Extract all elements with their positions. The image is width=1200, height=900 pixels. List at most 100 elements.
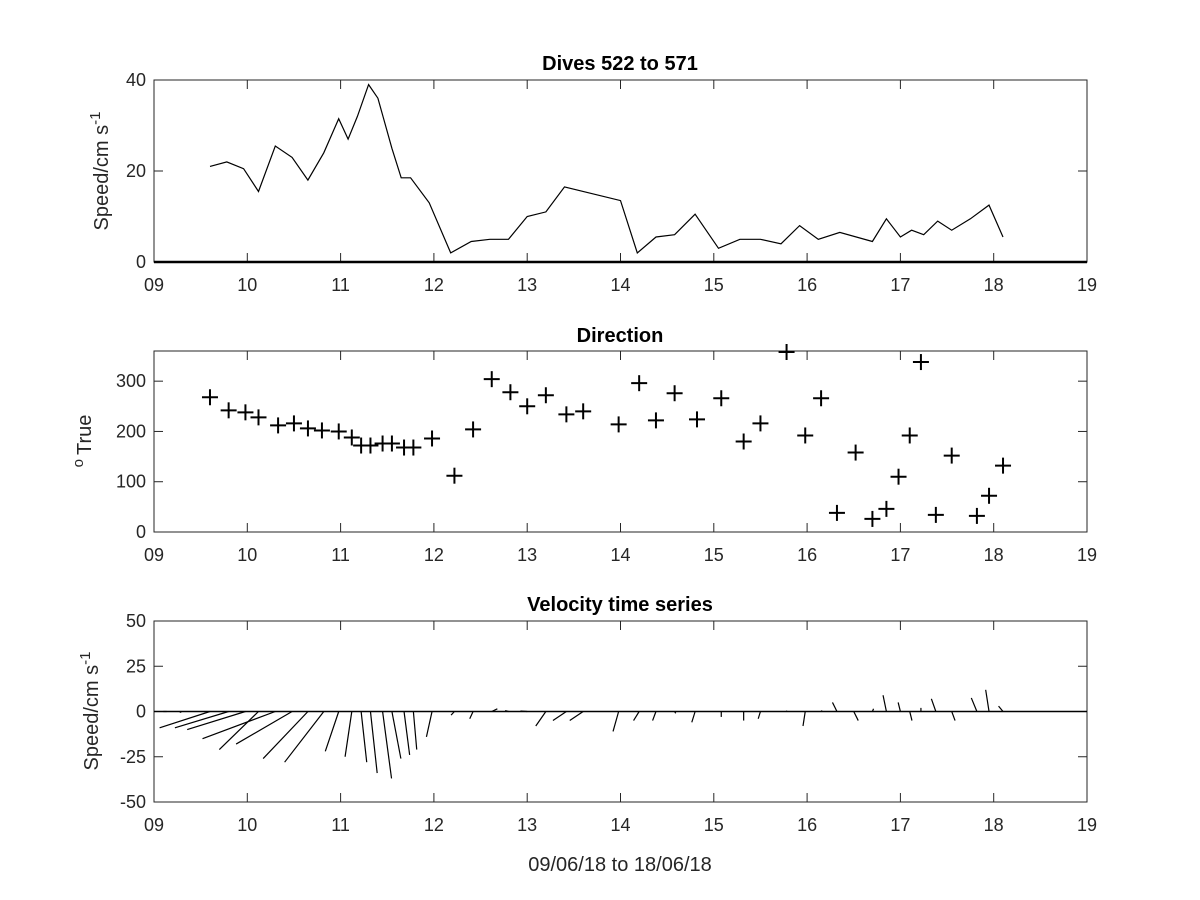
- velocity-stick: [412, 711, 418, 750]
- direction-point: [981, 487, 998, 504]
- speed-ytick-label: 40: [126, 70, 146, 90]
- direction-point: [362, 437, 379, 454]
- speed-axes-box: [153, 79, 1088, 263]
- velocity-xtick-label: 10: [237, 815, 257, 835]
- direction-axes-box: [153, 350, 1088, 533]
- velocity-stick: [757, 711, 762, 719]
- direction-point: [968, 507, 985, 524]
- direction-point: [813, 390, 830, 407]
- speed-xtick-label: 11: [331, 275, 350, 295]
- speed-panel-marks: [154, 83, 1087, 264]
- velocity-stick: [674, 711, 677, 714]
- velocity-ytick-label: 25: [126, 656, 146, 676]
- direction-xtick-label: 11: [331, 545, 350, 565]
- direction-panel-ticks: 09 10 11 12 13 14 15 16 17 18 19 0 100 200 300: [116, 351, 1097, 565]
- direction-xtick-label: 14: [610, 545, 630, 565]
- direction-point: [890, 468, 907, 485]
- direction-point: [943, 447, 960, 464]
- direction-point: [927, 506, 944, 523]
- direction-ytick-label: 0: [136, 522, 146, 542]
- velocity-stick: [820, 710, 823, 712]
- direction-point: [752, 415, 769, 432]
- direction-point: [383, 435, 400, 452]
- velocity-stick: [262, 711, 309, 759]
- velocity-panel: Velocity time series Speed/cm s-1 09/06/…: [77, 594, 1097, 876]
- velocity-stick: [218, 711, 259, 750]
- velocity-panel-marks: [154, 689, 1087, 779]
- direction-ytick-label: 200: [116, 421, 146, 441]
- velocity-xtick-label: 15: [704, 815, 724, 835]
- speed-xtick-label: 15: [704, 275, 724, 295]
- direction-xtick-label: 15: [704, 545, 724, 565]
- speed-panel-ticks: 09 10 11 12 13 14 15 16 17 18 19 0 20 40: [126, 70, 1097, 295]
- speed-xtick-label: 12: [424, 275, 444, 295]
- velocity-ytick-label: 50: [126, 611, 146, 631]
- direction-point: [995, 457, 1012, 474]
- direction-xtick-label: 13: [517, 545, 537, 565]
- speed-xtick-label: 13: [517, 275, 537, 295]
- direction-xtick-label: 16: [797, 545, 817, 565]
- velocity-ytick-label: 0: [136, 702, 146, 722]
- speed-ytick-label: 20: [126, 161, 146, 181]
- velocity-stick: [324, 711, 340, 752]
- direction-point: [647, 412, 664, 429]
- direction-point: [424, 430, 441, 447]
- velocity-panel-ylabel: Speed/cm s-1: [77, 652, 103, 771]
- speed-panel-title: Dives 522 to 571: [542, 53, 698, 75]
- direction-point: [446, 467, 463, 484]
- velocity-stick: [930, 698, 937, 712]
- direction-point: [270, 417, 287, 434]
- direction-point: [666, 385, 683, 402]
- velocity-stick: [344, 711, 353, 757]
- velocity-stick: [469, 711, 474, 719]
- velocity-stick: [897, 702, 901, 712]
- speed-panel-ylabel: Speed/cm s-1: [87, 112, 113, 231]
- velocity-stick: [403, 711, 411, 756]
- direction-point: [220, 402, 237, 419]
- velocity-stick: [391, 711, 402, 759]
- direction-point: [864, 510, 881, 527]
- velocity-stick: [360, 711, 368, 763]
- direction-point: [519, 398, 536, 415]
- velocity-stick: [187, 710, 246, 731]
- speed-xtick-label: 19: [1077, 275, 1097, 295]
- velocity-stick: [235, 710, 293, 745]
- velocity-ytick-label: -50: [120, 792, 146, 812]
- velocity-stick: [505, 710, 509, 713]
- direction-point: [878, 500, 895, 517]
- direction-point: [575, 403, 592, 420]
- velocity-stick: [970, 697, 978, 712]
- direction-xtick-label: 12: [424, 545, 444, 565]
- velocity-stick: [802, 711, 806, 727]
- velocity-xtick-label: 13: [517, 815, 537, 835]
- velocity-stick: [951, 711, 956, 721]
- velocity-xtick-label: 09: [144, 815, 164, 835]
- velocity-stick: [998, 705, 1004, 712]
- direction-ytick-label: 100: [116, 472, 146, 492]
- direction-point: [912, 354, 929, 371]
- direction-panel: Direction oTrue 09 10 11 12 13 14 15 16 17 18 19 0 1…: [70, 325, 1097, 565]
- speed-xtick-label: 17: [890, 275, 910, 295]
- velocity-xtick-label: 14: [610, 815, 630, 835]
- velocity-stick: [909, 711, 913, 721]
- velocity-panel-title: Velocity time series: [527, 594, 713, 616]
- velocity-xtick-label: 12: [424, 815, 444, 835]
- velocity-xtick-label: 16: [797, 815, 817, 835]
- velocity-ytick-label: -25: [120, 747, 146, 767]
- velocity-stick: [985, 689, 990, 712]
- direction-point: [610, 416, 627, 433]
- velocity-xtick-label: 18: [984, 815, 1004, 835]
- velocity-stick: [871, 708, 875, 712]
- direction-point: [483, 371, 500, 388]
- direction-point: [502, 384, 519, 401]
- velocity-stick: [425, 711, 433, 737]
- direction-point: [405, 439, 422, 456]
- velocity-stick: [174, 710, 229, 729]
- velocity-stick: [652, 711, 657, 721]
- speed-series-line: [209, 83, 1004, 254]
- direction-panel-marks: [201, 344, 1012, 527]
- velocity-xtick-label: 17: [890, 815, 910, 835]
- velocity-stick: [633, 711, 640, 721]
- direction-panel-ylabel: oTrue: [70, 415, 96, 468]
- velocity-stick: [552, 711, 567, 722]
